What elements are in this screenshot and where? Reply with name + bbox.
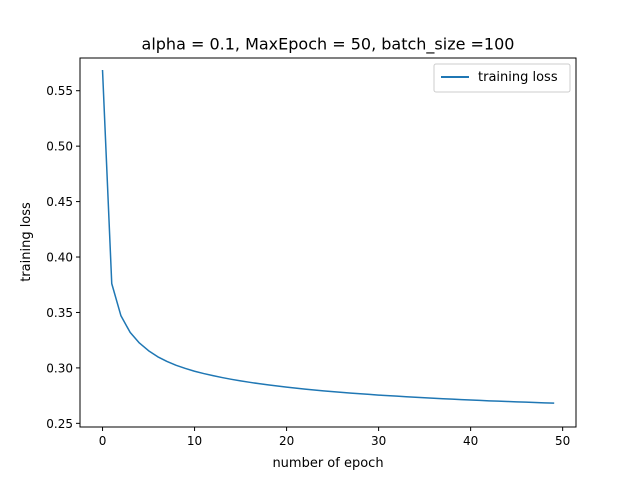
plot-area: 0 10 20 30 40 50 0.25 0.30 0.35 0.40 0.45 0.50 0.55 — [46, 57, 577, 448]
y-tick-label: 0.30 — [46, 361, 73, 375]
x-tick-label: 30 — [371, 434, 386, 448]
axes-frame — [79, 57, 577, 428]
y-tick-label: 0.35 — [46, 306, 73, 320]
x-tick-label: 40 — [463, 434, 478, 448]
series-line-0 — [101, 69, 555, 404]
x-tick-label: 50 — [555, 434, 570, 448]
y-tick-label: 0.50 — [46, 140, 73, 154]
y-tick-label: 0.55 — [46, 84, 73, 98]
legend-label: training loss — [478, 70, 558, 85]
x-tick-label: 10 — [187, 434, 202, 448]
chart-title: alpha = 0.1, MaxEpoch = 50, batch_size =… — [142, 35, 515, 55]
x-tick-label: 20 — [279, 434, 294, 448]
legend-box — [433, 63, 571, 93]
y-tick-label: 0.45 — [46, 195, 73, 209]
y-tick-label: 0.40 — [46, 251, 73, 265]
y-axis-label: training loss — [19, 202, 34, 282]
legend: training loss — [433, 63, 571, 93]
x-tick-label: 0 — [99, 434, 107, 448]
y-tick-label: 0.25 — [46, 417, 73, 431]
x-axis-label: number of epoch — [272, 456, 383, 471]
